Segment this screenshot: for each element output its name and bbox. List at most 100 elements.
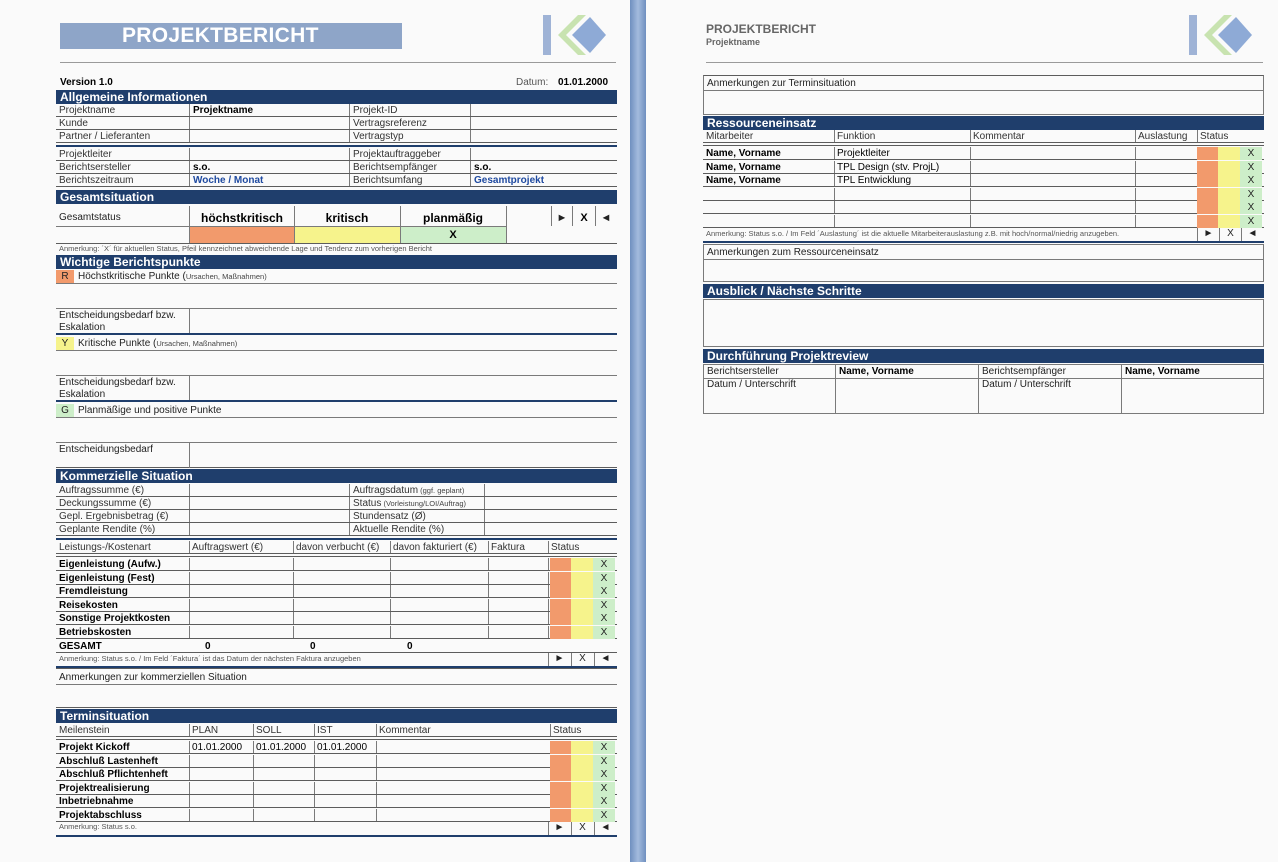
status-green[interactable]: X [1240,214,1262,228]
status-yellow[interactable] [571,795,593,808]
status-red[interactable] [1197,201,1218,214]
resource-name[interactable] [703,201,834,214]
status-yellow[interactable] [571,741,593,754]
resource-function[interactable] [834,188,970,201]
resource-function[interactable] [834,201,970,214]
milestone-date[interactable]: 01.01.2000 [192,742,243,753]
status-red[interactable] [1197,174,1218,187]
commercial-value[interactable] [190,523,350,536]
status-yellow[interactable] [1218,147,1240,160]
status-yellow[interactable] [1218,201,1240,214]
positive-points-input[interactable] [56,418,617,442]
status-red[interactable] [1197,147,1218,160]
review-author-name[interactable]: Name, Vorname [839,366,914,377]
status-green[interactable]: X [593,598,615,612]
status-yellow[interactable] [571,612,593,625]
status-yellow[interactable] [1218,160,1240,174]
status-yellow[interactable] [571,598,593,612]
status-green[interactable]: X [593,754,615,768]
schedule-remarks-box[interactable]: Anmerkungen zur Terminsituation [703,75,1264,115]
trend-down-arrow[interactable]: ◄ [600,212,612,224]
resource-function[interactable]: TPL Entwicklung [837,175,912,186]
schedule-trend-down[interactable]: ◄ [600,822,611,833]
resource-function[interactable] [834,215,970,228]
info-value-2[interactable] [471,104,617,117]
cost-trend-up[interactable]: ► [554,653,565,664]
res-trend-down[interactable]: ◄ [1247,228,1258,239]
info-value-2[interactable] [471,130,617,143]
info-value-2[interactable]: Gesamtprojekt [474,175,545,186]
status-yellow[interactable] [571,781,593,795]
status-yellow[interactable] [1218,174,1240,187]
res-trend-up[interactable]: ► [1203,228,1214,239]
status-yellow[interactable] [571,558,593,571]
escalation-input-r[interactable] [190,309,617,333]
status-green[interactable]: X [593,558,615,571]
status-yellow[interactable] [571,585,593,598]
commercial-value[interactable] [190,484,350,497]
cost-trend-same[interactable]: X [579,653,586,664]
status-green[interactable]: X [593,585,615,598]
status-red[interactable] [1197,160,1218,174]
outlook-input[interactable] [703,299,1264,347]
schedule-trend-up[interactable]: ► [554,822,565,833]
status-red[interactable] [550,795,571,808]
status-green[interactable]: X [593,625,615,639]
resources-remarks-box[interactable]: Anmerkungen zum Ressourceneinsatz [703,244,1264,282]
status-green[interactable]: X [1240,201,1262,214]
status-green[interactable]: X [593,781,615,795]
review-sign-recipient[interactable]: Datum / Unterschrift [982,379,1071,390]
milestone-date[interactable]: 01.01.2000 [317,742,368,753]
status-green[interactable]: X [1240,187,1262,201]
status-yellow-cell[interactable] [294,227,400,243]
status-green[interactable]: X [1240,147,1262,160]
resource-name[interactable]: Name, Vorname [706,175,781,186]
trend-up-arrow[interactable]: ► [556,212,568,224]
status-red[interactable] [550,585,571,598]
info-value[interactable]: Woche / Monat [193,175,264,186]
status-green[interactable]: X [593,795,615,808]
status-red[interactable] [550,808,571,822]
info-value[interactable] [190,148,350,161]
schedule-trend-same[interactable]: X [579,822,586,833]
status-green[interactable]: X [593,808,615,822]
status-yellow[interactable] [1218,214,1240,228]
status-green-cell[interactable]: X [400,227,506,243]
info-value-2[interactable] [471,117,617,130]
commercial-value-2[interactable] [485,523,617,536]
status-green[interactable]: X [593,741,615,754]
status-yellow[interactable] [1218,187,1240,201]
status-green[interactable]: X [593,612,615,625]
status-yellow[interactable] [571,754,593,768]
info-value-2[interactable] [471,148,617,161]
status-yellow[interactable] [571,625,593,639]
escalation-input-y[interactable] [190,376,617,400]
status-yellow[interactable] [571,768,593,781]
info-value[interactable]: Projektname [193,105,254,116]
trend-same-x[interactable]: X [580,212,588,224]
status-green[interactable]: X [1240,174,1262,187]
cost-trend-down[interactable]: ◄ [600,653,611,664]
status-yellow[interactable] [571,571,593,585]
status-red[interactable] [1197,214,1218,228]
commercial-remarks-box[interactable]: Anmerkungen zur kommerziellen Situation [56,668,617,708]
resource-name[interactable]: Name, Vorname [706,148,781,159]
info-value-2[interactable]: s.o. [474,162,492,173]
status-red[interactable] [550,612,571,625]
status-red[interactable] [550,598,571,612]
review-recipient-name[interactable]: Name, Vorname [1125,366,1200,377]
commercial-value-2[interactable] [485,497,617,510]
resource-name[interactable] [703,188,834,201]
status-green[interactable]: X [593,571,615,585]
commercial-value-2[interactable] [485,510,617,523]
res-trend-same[interactable]: X [1227,228,1234,239]
resource-name[interactable]: Name, Vorname [706,161,781,173]
milestone-date[interactable]: 01.01.2000 [256,742,307,753]
status-green[interactable]: X [1240,160,1262,174]
status-red-cell[interactable] [190,227,294,243]
status-green[interactable]: X [593,768,615,781]
review-sign-author[interactable]: Datum / Unterschrift [707,379,796,390]
commercial-value[interactable] [190,497,350,510]
status-red[interactable] [550,558,571,571]
status-red[interactable] [550,625,571,639]
